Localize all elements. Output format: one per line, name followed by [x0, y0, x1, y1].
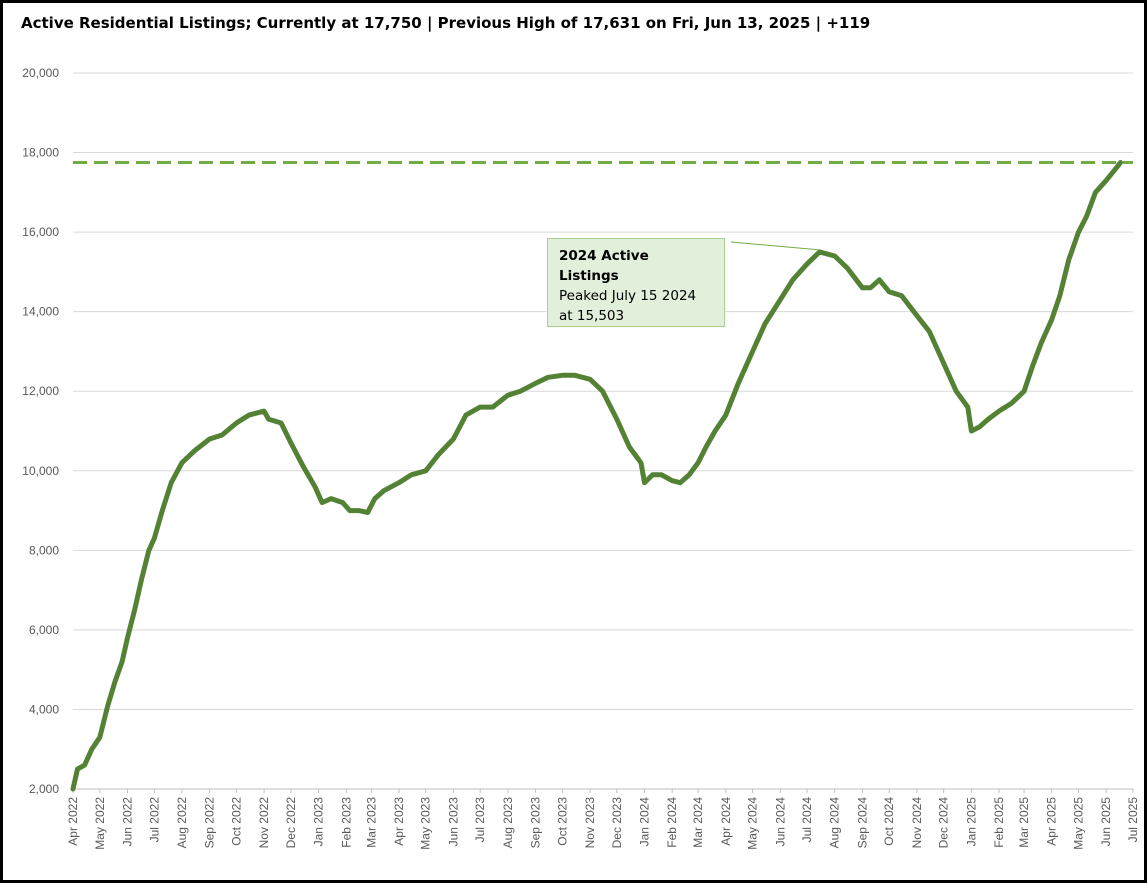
annotation-line-2: at 15,503	[559, 308, 625, 324]
y-tick-label: 16,000	[22, 225, 59, 239]
x-tick-label: Jul 2023	[473, 797, 487, 843]
x-tick-label: Mar 2024	[691, 797, 705, 848]
x-tick-label: Aug 2023	[501, 797, 515, 849]
annotation-line-1: Peaked July 15 2024	[559, 288, 697, 304]
x-tick-label: Dec 2022	[284, 797, 298, 849]
y-tick-label: 4,000	[29, 702, 59, 716]
line-chart: 2,000 4,000 6,000 8,000 10,000 12,000 14,000 16…	[22, 66, 1140, 850]
chart-title: Active Residential Listings; Currently a…	[21, 14, 871, 32]
x-tick-label: Apr 2024	[719, 797, 733, 846]
x-tick-label: Jul 2024	[800, 797, 814, 843]
x-tick-label: Oct 2023	[555, 797, 569, 846]
annotation-leader-line	[730, 241, 820, 251]
y-tick-label: 2,000	[29, 782, 59, 796]
x-tick-label: Sep 2024	[855, 797, 869, 849]
y-tick-label: 10,000	[22, 464, 59, 478]
x-tick-label: Oct 2022	[229, 797, 243, 846]
x-tick-label: Aug 2024	[828, 797, 842, 849]
x-tick-label: Jun 2024	[773, 797, 787, 847]
x-tick-label: May 2022	[93, 797, 107, 850]
y-tick-label: 6,000	[29, 623, 59, 637]
peak-annotation-callout: 2024 Active Listings Peaked July 15 2024…	[547, 238, 725, 327]
y-tick-label: 14,000	[22, 305, 59, 319]
x-tick-label: Oct 2024	[882, 797, 896, 846]
x-tick-label: Jun 2022	[120, 797, 134, 847]
x-tick-label: Sep 2022	[203, 797, 217, 849]
y-tick-label: 8,000	[29, 543, 59, 557]
x-tick-label: Jan 2025	[964, 797, 978, 847]
active-listings-line	[70, 160, 1123, 792]
x-tick-label: Jun 2023	[446, 797, 460, 847]
x-tick-label: Apr 2025	[1045, 797, 1059, 846]
x-tick-label: Feb 2023	[339, 797, 353, 848]
x-tick-label: Mar 2023	[364, 797, 378, 848]
x-tick-label: Sep 2023	[529, 797, 543, 849]
x-tick-label: Nov 2023	[583, 797, 597, 849]
x-tick-label: May 2025	[1072, 797, 1086, 850]
annotation-heading: 2024 Active Listings	[559, 248, 649, 284]
x-tick-label: Jul 2025	[1126, 797, 1140, 843]
x-tick-label: Aug 2022	[175, 797, 189, 849]
x-tick-label: Dec 2024	[937, 797, 951, 849]
x-tick-label: Feb 2025	[992, 797, 1006, 848]
x-tick-label: Apr 2022	[66, 797, 80, 846]
x-tick-label: Jan 2024	[638, 797, 652, 847]
x-tick-label: Apr 2023	[392, 797, 406, 846]
y-tick-label: 12,000	[22, 384, 59, 398]
x-tick-label: Feb 2024	[665, 797, 679, 848]
x-tick-label: Jun 2025	[1099, 797, 1113, 847]
y-tick-label: 18,000	[22, 146, 59, 160]
x-tick-label: May 2024	[746, 797, 760, 850]
x-tick-label: Dec 2023	[610, 797, 624, 849]
x-tick-label: Mar 2025	[1017, 797, 1031, 848]
y-tick-label: 20,000	[22, 66, 59, 80]
x-tick-label: Jul 2022	[147, 797, 161, 843]
x-tick-label: May 2023	[419, 797, 433, 850]
x-tick-label: Nov 2022	[257, 797, 271, 849]
x-tick-label: Jan 2023	[312, 797, 326, 847]
x-tick-label: Nov 2024	[910, 797, 924, 849]
